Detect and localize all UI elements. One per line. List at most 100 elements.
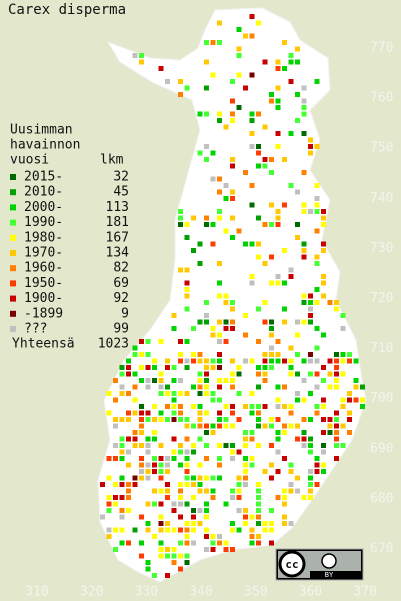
observation-square <box>275 397 281 403</box>
observation-square <box>288 488 294 494</box>
observation-square <box>217 443 222 448</box>
observation-square <box>204 527 209 533</box>
legend-swatch <box>10 204 16 211</box>
observation-square <box>230 163 235 169</box>
observation-square <box>152 573 157 578</box>
observation-square <box>236 53 242 58</box>
legend-count: 181 <box>106 215 129 230</box>
observation-square <box>230 111 235 117</box>
observation-square <box>230 235 235 240</box>
observation-square <box>236 228 242 234</box>
observation-square <box>269 423 274 429</box>
observation-square <box>288 183 294 188</box>
observation-square <box>145 384 151 390</box>
observation-square <box>321 469 326 474</box>
observation-square <box>321 443 326 448</box>
observation-square <box>269 540 274 546</box>
observation-square <box>275 352 281 357</box>
observation-square <box>113 482 118 487</box>
observation-square <box>249 144 255 149</box>
observation-square <box>204 371 209 377</box>
observation-square <box>275 66 281 71</box>
observation-square <box>132 482 138 487</box>
observation-square <box>314 79 320 84</box>
observation-square <box>301 378 307 383</box>
observation-square <box>210 540 216 546</box>
observation-square <box>197 423 203 429</box>
observation-square <box>288 482 294 487</box>
observation-square <box>269 352 274 357</box>
y-coordinate-label: 710 <box>370 341 393 356</box>
legend-count: 113 <box>106 200 129 215</box>
observation-square <box>249 430 255 435</box>
legend-swatch <box>10 310 16 317</box>
observation-square <box>139 469 144 474</box>
observation-square <box>256 417 261 422</box>
observation-square <box>184 449 190 455</box>
observation-square <box>152 469 157 474</box>
observation-square <box>178 482 183 487</box>
observation-square <box>230 495 235 500</box>
observation-square <box>106 527 112 533</box>
observation-square <box>230 118 235 123</box>
observation-square <box>249 241 255 247</box>
observation-square <box>178 267 183 273</box>
observation-square <box>230 157 235 162</box>
observation-square <box>353 384 359 390</box>
observation-square <box>171 449 177 455</box>
observation-square <box>262 527 268 533</box>
observation-square <box>262 261 268 266</box>
observation-square <box>152 430 157 435</box>
observation-square <box>119 514 125 520</box>
observation-square <box>327 300 333 305</box>
legend-label: 2010- <box>24 185 63 200</box>
observation-square <box>165 79 170 84</box>
observation-square <box>184 85 190 91</box>
observation-square <box>295 59 300 65</box>
observation-square <box>145 462 151 468</box>
observation-square <box>243 430 248 435</box>
observation-square <box>256 482 261 487</box>
observation-square <box>347 391 352 396</box>
observation-square <box>321 241 326 247</box>
cc-circle <box>278 550 306 578</box>
observation-square <box>230 196 235 201</box>
observation-square <box>308 495 313 500</box>
observation-square <box>308 300 313 305</box>
observation-square <box>269 332 274 338</box>
observation-square <box>295 391 300 396</box>
observation-square <box>275 215 281 221</box>
observation-square <box>197 391 203 396</box>
observation-square <box>197 482 203 487</box>
observation-square <box>288 345 294 351</box>
observation-square <box>132 352 138 357</box>
observation-square <box>191 482 196 487</box>
observation-square <box>340 397 346 403</box>
observation-square <box>262 365 268 370</box>
observation-square <box>262 521 268 526</box>
observation-square <box>171 456 177 461</box>
observation-square <box>288 274 294 279</box>
y-coordinate-label: 760 <box>370 91 393 106</box>
observation-square <box>275 222 281 227</box>
legend-label: 1950- <box>24 276 63 291</box>
observation-square <box>249 404 255 409</box>
observation-square <box>210 475 216 481</box>
observation-square <box>178 92 183 97</box>
observation-square <box>308 313 313 318</box>
observation-square <box>145 449 151 455</box>
observation-square <box>314 202 320 208</box>
legend-count: 9 <box>121 306 129 321</box>
observation-square <box>119 449 125 455</box>
observation-square <box>119 417 125 422</box>
observation-square <box>314 462 320 468</box>
observation-square <box>275 280 281 286</box>
observation-square <box>275 274 281 279</box>
observation-square <box>334 436 339 442</box>
observation-square <box>132 410 138 416</box>
observation-square <box>301 241 307 247</box>
observation-square <box>165 527 170 533</box>
observation-square <box>301 98 307 104</box>
observation-square <box>126 365 131 370</box>
observation-square <box>126 449 131 455</box>
